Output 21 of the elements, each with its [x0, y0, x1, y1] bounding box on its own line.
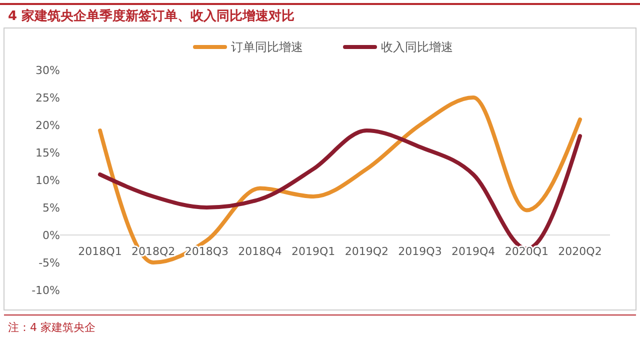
x-tick-label: 2019Q4	[452, 245, 496, 258]
x-tick-label: 2019Q2	[344, 245, 388, 258]
x-tick-label: 2019Q3	[398, 245, 442, 258]
y-tick-label: 5%	[42, 201, 60, 214]
y-tick-label: 25%	[36, 91, 60, 104]
y-tick-label: 0%	[42, 228, 60, 242]
text: 注：4 家建筑央企	[8, 321, 96, 334]
legend-label: 收入同比增速	[381, 40, 453, 54]
y-tick-label: 20%	[36, 118, 60, 132]
legend-label: 订单同比增速	[231, 40, 303, 54]
x-tick-label: 2018Q1	[78, 245, 122, 258]
x-tick-label: 2020Q1	[504, 245, 548, 258]
y-tick-label: 10%	[36, 174, 60, 187]
y-tick-label: 30%	[36, 64, 60, 77]
x-tick-label: 2018Q4	[238, 245, 282, 258]
y-tick-label: -10%	[32, 284, 60, 297]
y-tick-label: 15%	[36, 146, 60, 160]
y-tick-label: -5%	[38, 256, 60, 270]
x-tick-label: 2020Q2	[558, 245, 602, 258]
chart-title: 4 家建筑央企单季度新签订单、收入同比增速对比	[8, 8, 295, 24]
x-tick-label: 2019Q1	[292, 245, 336, 258]
